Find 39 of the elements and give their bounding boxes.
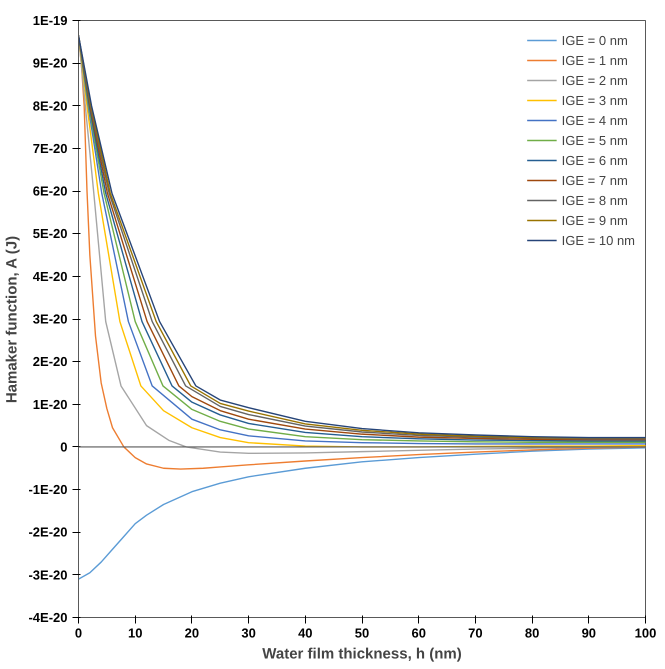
y-tick-label: 1E-19 (32, 13, 68, 28)
y-tick-label: -1E-20 (28, 482, 68, 498)
y-tick-label: -4E-20 (28, 610, 68, 625)
legend-label: IGE = 2 nm (562, 72, 628, 88)
legend-label: IGE = 4 nm (562, 112, 628, 128)
legend-label: IGE = 5 nm (562, 132, 628, 148)
legend-label: IGE = 10 nm (562, 232, 635, 248)
y-tick-label: 1E-20 (32, 396, 68, 412)
legend-label: IGE = 0 nm (562, 32, 628, 48)
legend-label: IGE = 7 nm (562, 172, 628, 188)
y-tick-label: -2E-20 (28, 524, 68, 540)
y-tick-label: 9E-20 (32, 56, 68, 71)
x-tick-label: 10 (128, 626, 142, 640)
x-tick-label: 90 (582, 626, 596, 640)
legend-label: IGE = 6 nm (562, 152, 628, 168)
x-axis-title: Water film thickness, h (nm) (262, 646, 462, 662)
y-axis-title: Hamaker function, A (J) (3, 236, 20, 404)
y-tick-label: 8E-20 (32, 98, 68, 114)
x-tick-label: 70 (468, 626, 483, 640)
y-tick-label: 0 (60, 439, 68, 454)
y-tick-label: 5E-20 (32, 226, 68, 242)
x-tick-label: 40 (298, 626, 313, 640)
y-tick-label: -3E-20 (28, 567, 68, 582)
legend-label: IGE = 8 nm (562, 192, 628, 208)
x-tick-label: 30 (241, 626, 256, 640)
y-tick-label: 4E-20 (32, 268, 68, 284)
y-tick-label: 3E-20 (32, 312, 68, 326)
legend-label: IGE = 9 nm (562, 212, 628, 228)
y-tick-label: 6E-20 (32, 184, 68, 199)
y-tick-label: 2E-20 (32, 354, 68, 370)
y-tick-label: 7E-20 (32, 140, 68, 156)
x-tick-label: 100 (634, 626, 656, 640)
x-tick-label: 60 (411, 626, 426, 640)
x-tick-label: 80 (524, 626, 540, 640)
x-tick-label: 50 (354, 626, 370, 640)
legend-label: IGE = 3 nm (562, 92, 628, 108)
x-tick-label: 20 (184, 626, 200, 640)
legend-label: IGE = 1 nm (562, 52, 628, 68)
x-tick-label: 0 (74, 626, 82, 640)
